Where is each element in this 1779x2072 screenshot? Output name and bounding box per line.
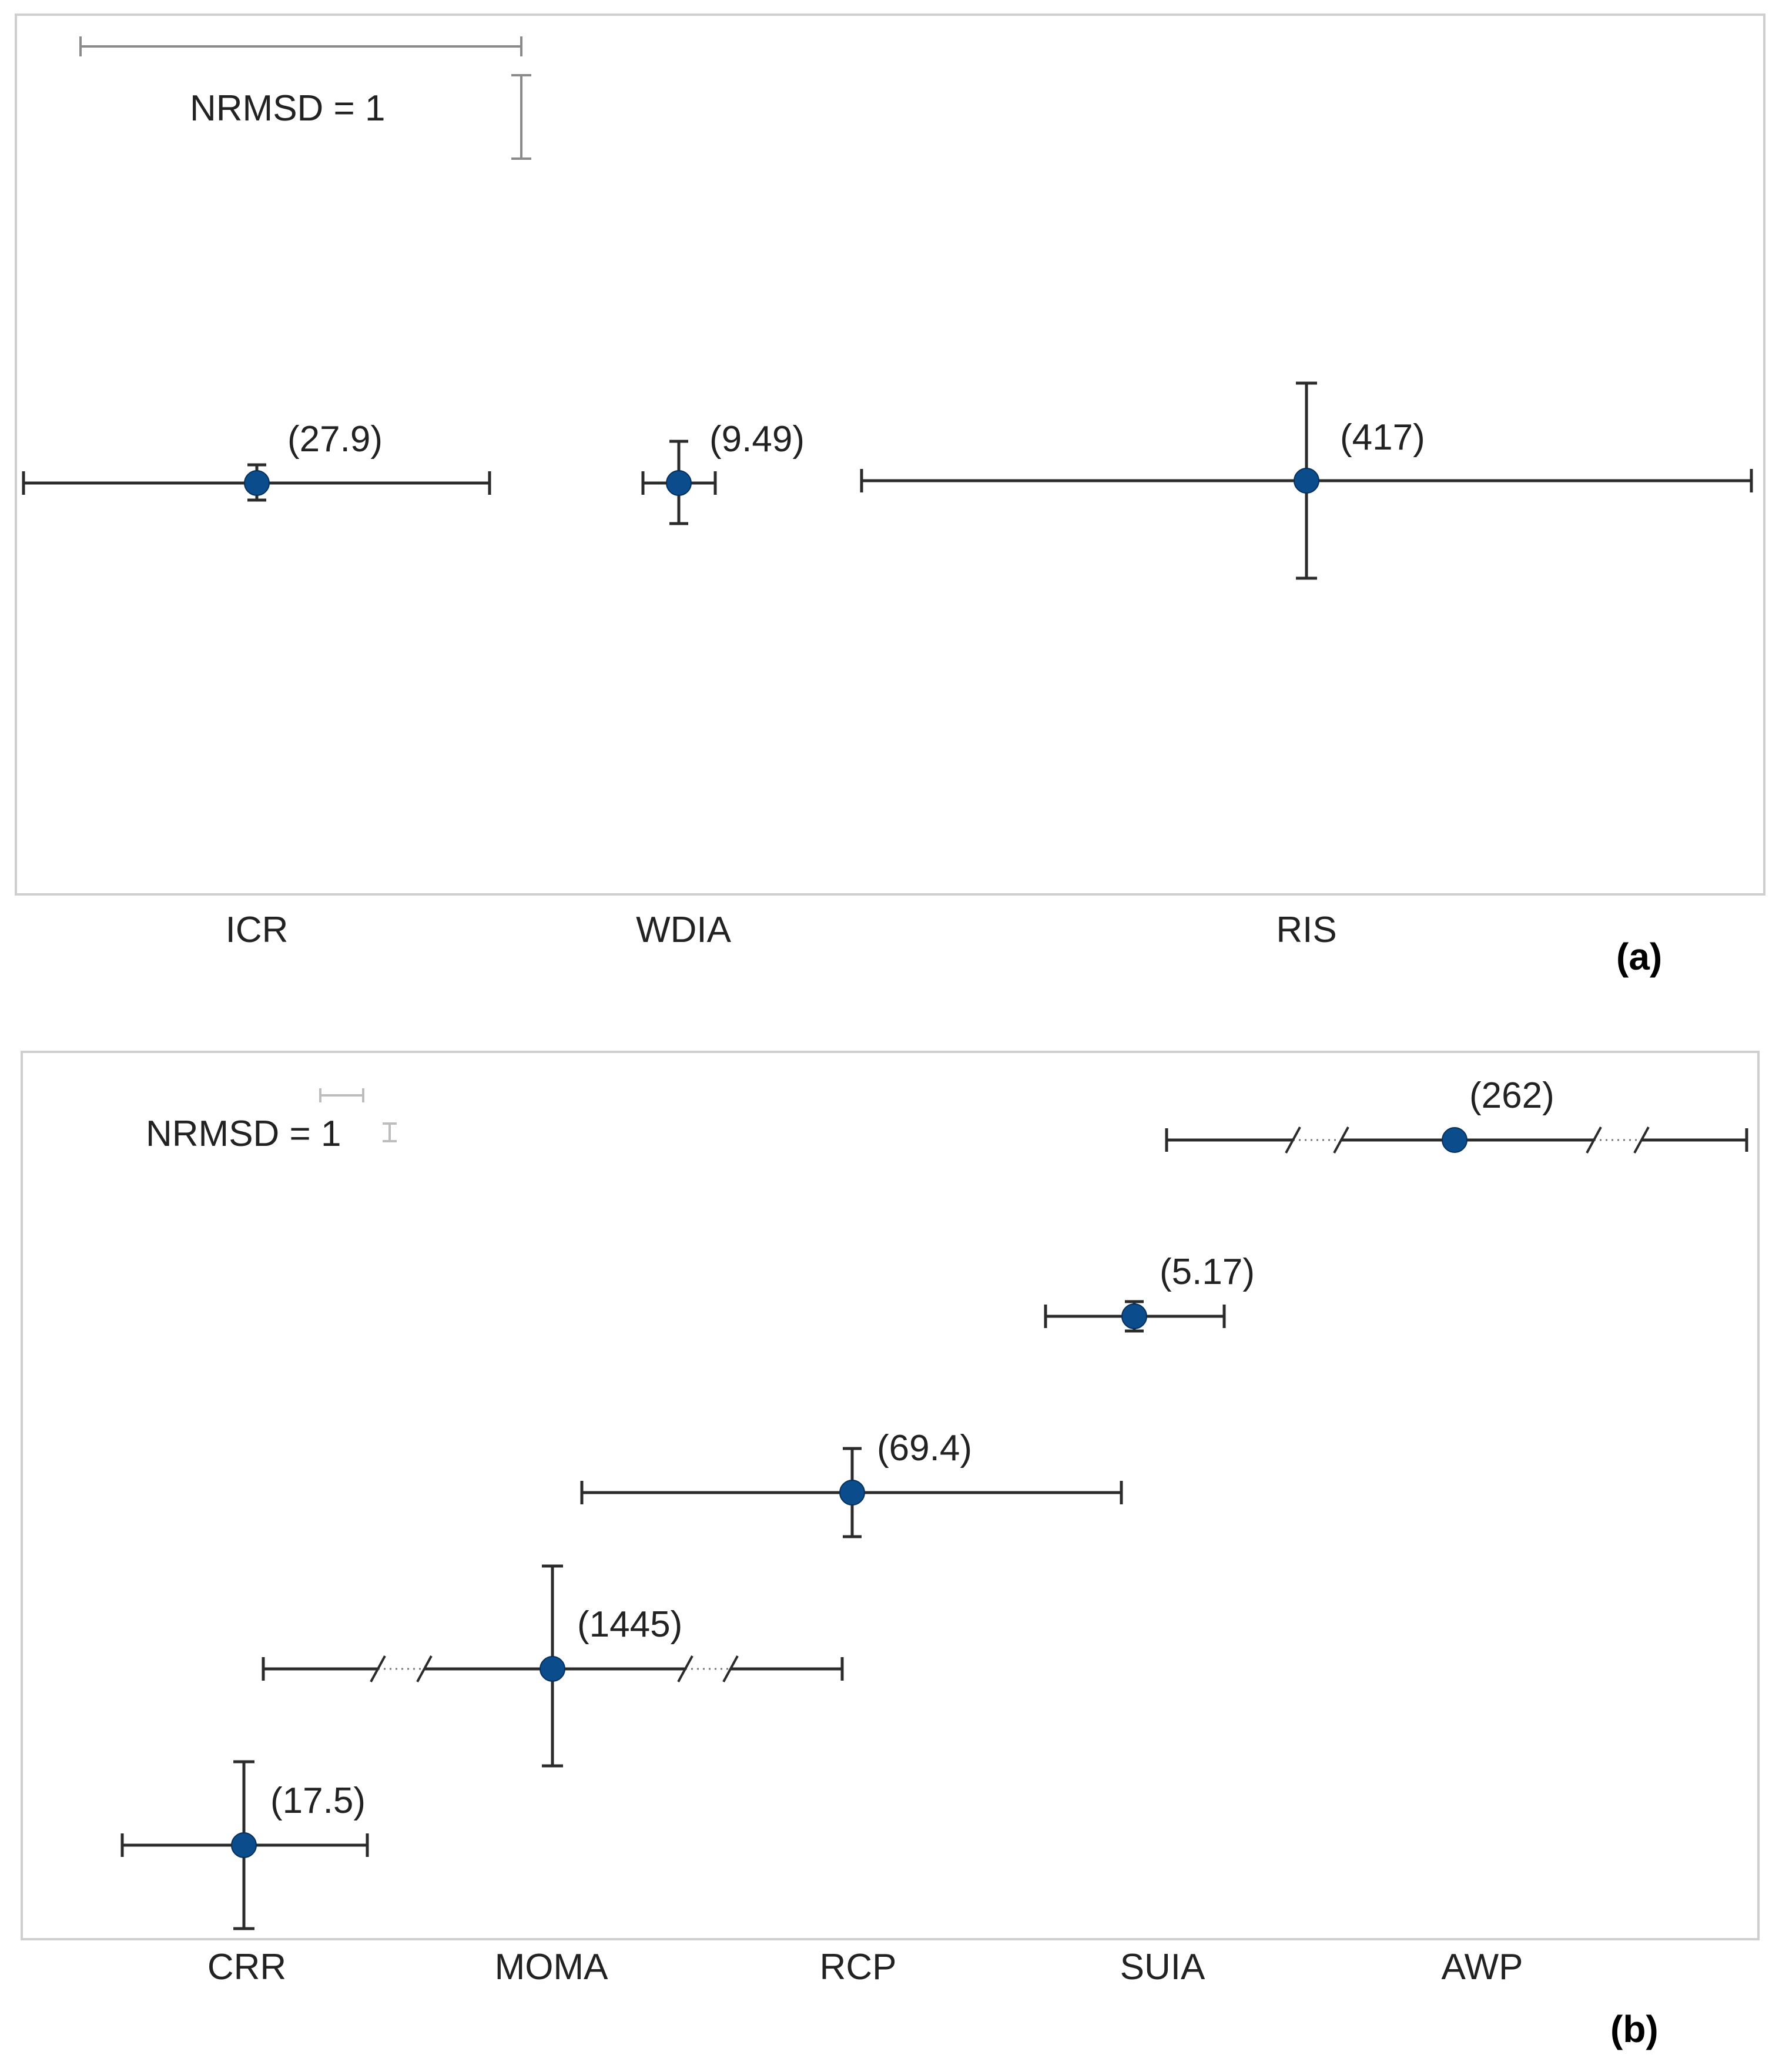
point-ris [1294, 468, 1319, 494]
point-suia [1121, 1303, 1147, 1329]
panel-a-id: (a) [1616, 936, 1662, 978]
x-label-awp: AWP [1442, 1947, 1523, 1987]
point-wdia [666, 470, 692, 496]
panel-b: NRMSD = 1 (262) (5.17) [21, 1051, 1760, 2050]
x-label-icr: ICR [226, 910, 289, 950]
point-label-awp: (262) [1469, 1075, 1554, 1116]
point-label-rcp: (69.4) [877, 1428, 972, 1468]
x-label-rcp: RCP [820, 1947, 897, 1987]
point-label-moma: (1445) [577, 1604, 682, 1645]
glyph-moma: (1445) [262, 1564, 844, 1768]
glyph-rcp: (69.4) [580, 1428, 1123, 1538]
panel-a-frame [15, 14, 1765, 896]
panel-b-reference-label: NRMSD = 1 [146, 1114, 341, 1154]
x-label-suia: SUIA [1120, 1947, 1205, 1987]
glyph-ris: (417) [860, 381, 1753, 580]
point-label-crr: (17.5) [270, 1781, 366, 1821]
point-label-wdia: (9.49) [709, 419, 805, 460]
point-label-ris: (417) [1340, 417, 1425, 458]
panel-b-reference: NRMSD = 1 [146, 1088, 397, 1154]
point-awp [1442, 1127, 1468, 1153]
panel-a-reference: NRMSD = 1 [79, 36, 531, 160]
glyph-wdia: (9.49) [641, 419, 805, 525]
glyph-awp: (262) [1165, 1075, 1748, 1154]
panel-a-reference-label: NRMSD = 1 [190, 88, 385, 129]
glyph-icr: (27.9) [22, 419, 491, 502]
x-label-ris: RIS [1276, 910, 1336, 950]
glyph-suia: (5.17) [1044, 1252, 1255, 1333]
point-crr [231, 1832, 257, 1858]
panel-a: NRMSD = 1 (27.9) (9.49) [15, 14, 1765, 978]
point-label-suia: (5.17) [1160, 1252, 1255, 1292]
point-label-icr: (27.9) [287, 419, 383, 460]
point-icr [244, 470, 270, 496]
x-label-crr: CRR [207, 1947, 286, 1987]
panel-b-id: (b) [1610, 2008, 1659, 2050]
glyph-crr: (17.5) [120, 1760, 369, 1930]
panel-b-frame [21, 1051, 1760, 1940]
x-label-wdia: WDIA [636, 910, 732, 950]
point-rcp [839, 1480, 865, 1506]
x-label-moma: MOMA [495, 1947, 609, 1987]
point-moma [540, 1656, 565, 1682]
